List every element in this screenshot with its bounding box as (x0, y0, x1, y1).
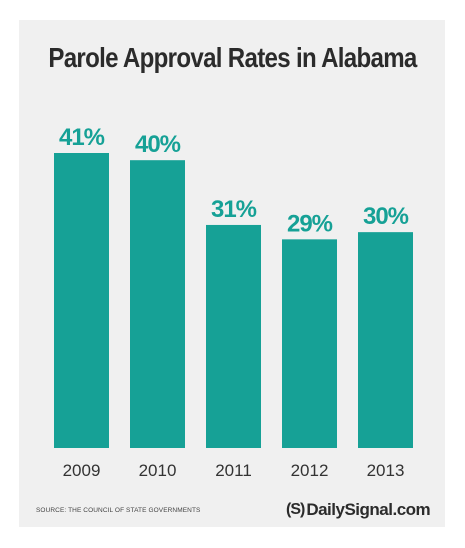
value-label-2012: 29% (287, 210, 333, 237)
value-label-2009: 41% (59, 124, 105, 151)
source-note: SOURCE: THE COUNCIL OF STATE GOVERNMENTS (36, 507, 201, 514)
brand-logo: (S) DailySignal.com (286, 497, 431, 523)
bar-2011 (206, 224, 261, 448)
bar-2012 (282, 239, 337, 448)
bar-2013 (358, 232, 413, 448)
x-tick-label-2013: 2013 (367, 461, 405, 480)
brand-name: DailySignal.com (306, 500, 431, 519)
value-label-2011: 31% (211, 196, 257, 223)
bar-2010 (130, 160, 185, 448)
x-tick-label-2012: 2012 (291, 461, 329, 480)
daily-signal-icon: (S) (286, 501, 305, 518)
chart-title: Parole Approval Rates in Alabama (48, 42, 417, 73)
x-tick-label-2011: 2011 (215, 461, 252, 480)
bar-2009 (54, 153, 109, 448)
value-label-2013: 30% (363, 203, 409, 230)
x-tick-label-2010: 2010 (139, 461, 177, 480)
value-label-2010: 40% (135, 131, 181, 158)
x-tick-label-2009: 2009 (63, 461, 101, 480)
